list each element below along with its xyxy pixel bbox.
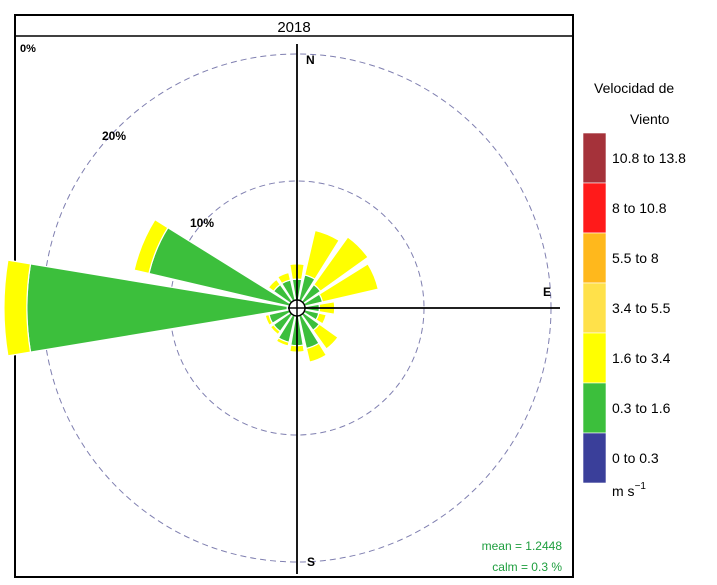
petal-ssw-bin-2 xyxy=(275,337,290,347)
legend-swatch-1 xyxy=(582,382,607,434)
stat-mean: mean = 1.2448 xyxy=(482,539,563,553)
petal-w-bin-2 xyxy=(3,259,32,357)
legend-label-2: 1.6 to 3.4 xyxy=(612,350,671,366)
legend-swatch-5 xyxy=(582,182,607,234)
legend-swatch-2 xyxy=(582,332,607,384)
petal-layer xyxy=(3,218,380,363)
legend-label-3: 3.4 to 5.5 xyxy=(612,300,671,316)
legend-label-0: 0 to 0.3 xyxy=(612,450,659,466)
legend-colorbar: 10.8 to 13.8 8 to 10.8 5.5 to 8 3.4 to 5.5 1… xyxy=(582,132,686,484)
legend-unit: m s−1 xyxy=(612,481,646,499)
petal-sw-bin-2 xyxy=(269,323,282,336)
petal-ene-bin-2 xyxy=(318,263,380,303)
petal-nne-bin-2 xyxy=(303,229,340,281)
petal-wnw-bin-2 xyxy=(133,218,169,275)
petal-ne-bin-2 xyxy=(312,236,369,293)
legend-label-4: 5.5 to 8 xyxy=(612,250,659,266)
compass-label-s: S xyxy=(307,555,315,569)
radial-tick-0: 0% xyxy=(20,43,36,55)
legend-label-5: 8 to 10.8 xyxy=(612,200,667,216)
panel-title: 2018 xyxy=(277,19,310,36)
petal-wsw-bin-2 xyxy=(264,313,274,327)
radial-tick-10: 10% xyxy=(190,216,214,230)
legend-unit-exponent: −1 xyxy=(635,481,647,492)
petal-ese-bin-2 xyxy=(315,312,328,325)
stat-calm: calm = 0.3 % xyxy=(492,560,562,574)
legend-unit-base: m s xyxy=(612,483,635,499)
legend-label-1: 0.3 to 1.6 xyxy=(612,400,671,416)
legend-title-line1: Velocidad de xyxy=(594,80,674,96)
legend-swatch-3 xyxy=(582,282,607,334)
compass-label-e: E xyxy=(543,285,551,299)
legend-label-6: 10.8 to 13.8 xyxy=(612,150,686,166)
legend-swatch-0 xyxy=(582,432,607,484)
petal-nw-bin-2 xyxy=(267,278,282,293)
radial-tick-20: 20% xyxy=(102,129,126,143)
petal-nnw-bin-2 xyxy=(276,271,292,285)
legend-swatch-6 xyxy=(582,132,607,184)
petal-sse-bin-2 xyxy=(305,342,328,363)
legend-title-line2: Viento xyxy=(630,111,670,127)
petal-se-bin-2 xyxy=(312,323,339,350)
compass-label-n: N xyxy=(306,53,315,67)
legend-swatch-4 xyxy=(582,232,607,284)
